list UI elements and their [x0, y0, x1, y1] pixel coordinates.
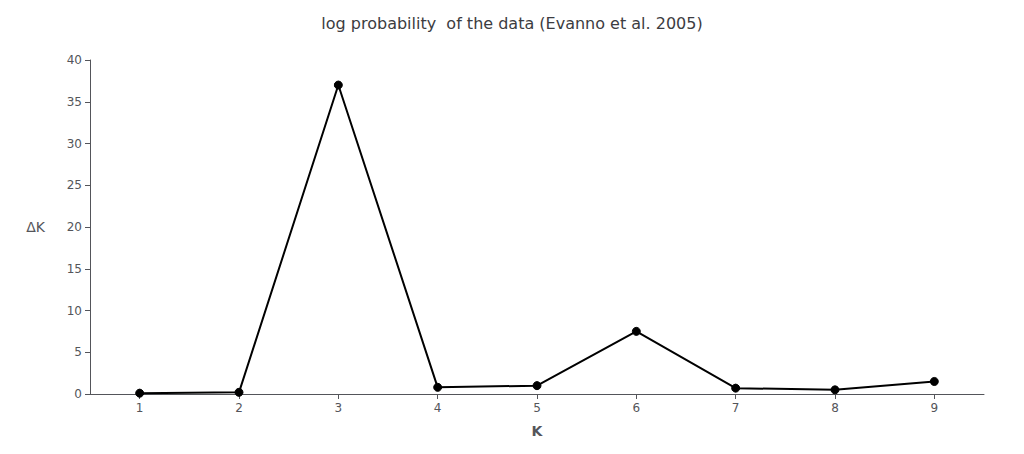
- svg-text:35: 35: [67, 95, 82, 109]
- svg-text:40: 40: [67, 53, 82, 67]
- svg-text:0: 0: [74, 387, 82, 401]
- svg-text:10: 10: [67, 304, 82, 318]
- svg-text:30: 30: [67, 137, 82, 151]
- svg-text:8: 8: [831, 401, 839, 415]
- svg-text:K: K: [532, 423, 544, 439]
- svg-text:25: 25: [67, 178, 82, 192]
- svg-text:1: 1: [136, 401, 144, 415]
- svg-text:4: 4: [434, 401, 442, 415]
- svg-text:5: 5: [533, 401, 541, 415]
- svg-text:20: 20: [67, 220, 82, 234]
- svg-text:2: 2: [235, 401, 243, 415]
- svg-text:ΔK: ΔK: [26, 219, 46, 235]
- svg-text:7: 7: [732, 401, 740, 415]
- svg-text:6: 6: [633, 401, 641, 415]
- svg-text:log probability of the data (: log probability of the data (Evanno et a…: [321, 14, 702, 33]
- svg-text:3: 3: [335, 401, 343, 415]
- svg-text:15: 15: [67, 262, 82, 276]
- svg-text:5: 5: [74, 345, 82, 359]
- svg-text:9: 9: [931, 401, 939, 415]
